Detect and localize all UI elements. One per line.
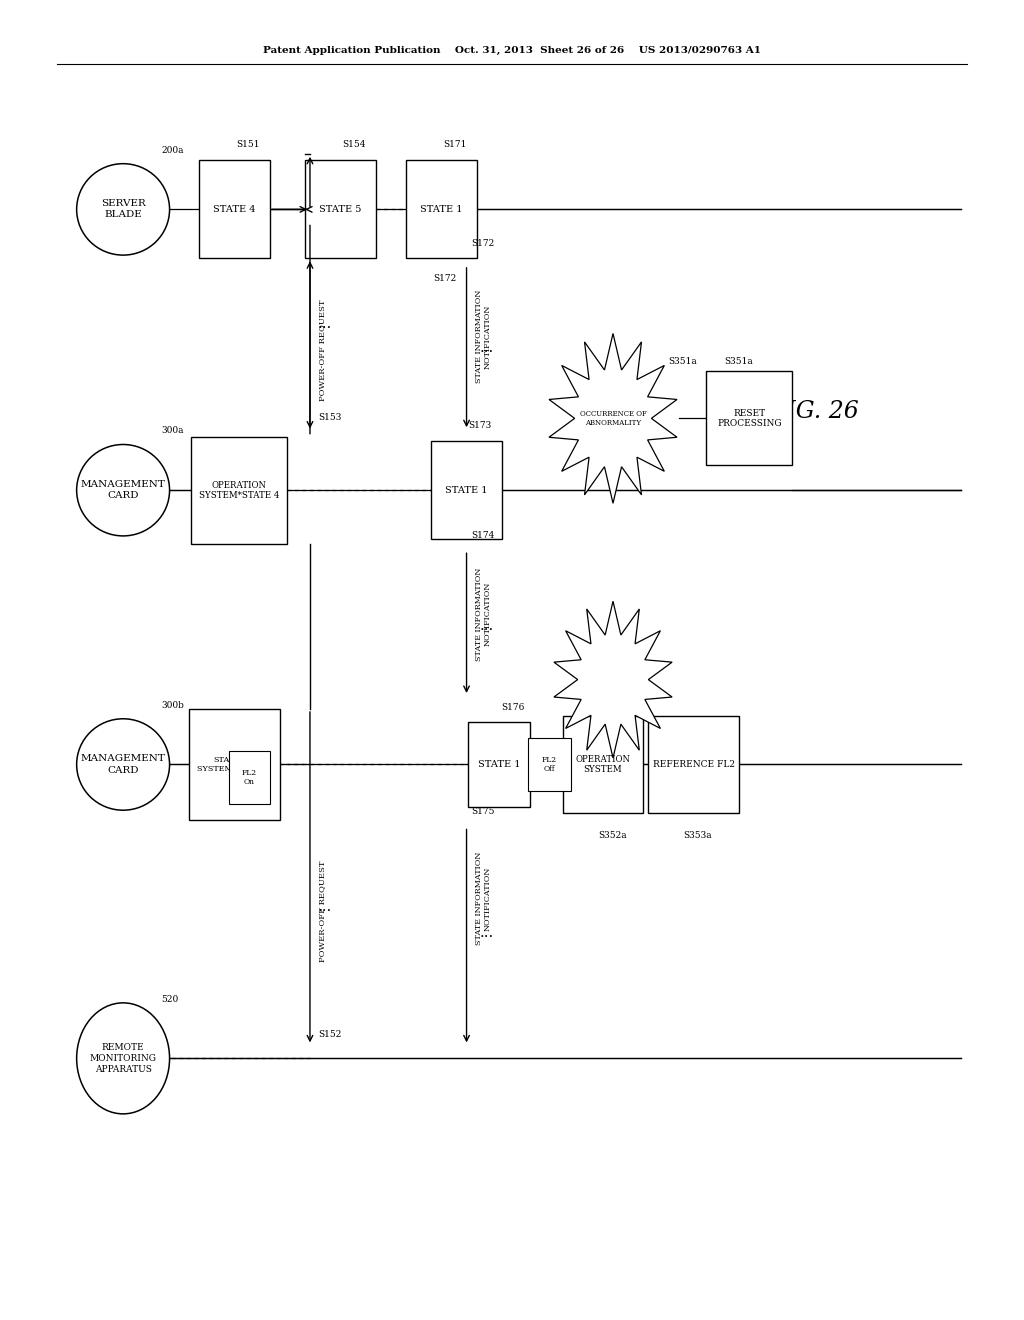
- Polygon shape: [549, 334, 677, 503]
- Text: MANAGEMENT
CARD: MANAGEMENT CARD: [81, 755, 166, 775]
- Text: REMOTE
MONITORING
APPARATUS: REMOTE MONITORING APPARATUS: [90, 1043, 157, 1074]
- Ellipse shape: [77, 719, 170, 810]
- Text: ...: ...: [318, 899, 332, 913]
- Text: 200a: 200a: [162, 145, 184, 154]
- Text: S172: S172: [433, 275, 457, 282]
- Text: ...: ...: [479, 925, 494, 940]
- Text: STATE 1: STATE 1: [445, 486, 487, 495]
- FancyBboxPatch shape: [229, 751, 269, 804]
- Text: STATE 1: STATE 1: [420, 205, 463, 214]
- Text: S154: S154: [342, 140, 366, 149]
- Text: S176: S176: [501, 704, 524, 713]
- Text: FL2
On: FL2 On: [242, 770, 257, 787]
- Text: SERVER
BLADE: SERVER BLADE: [100, 199, 145, 219]
- Text: S151: S151: [237, 140, 260, 149]
- Text: S351a: S351a: [669, 358, 697, 366]
- Text: STATE INFORMATION
NOTIFICATION: STATE INFORMATION NOTIFICATION: [475, 290, 492, 383]
- Text: FIG. 26: FIG. 26: [771, 400, 859, 424]
- FancyBboxPatch shape: [648, 715, 739, 813]
- FancyBboxPatch shape: [528, 738, 570, 791]
- Text: 520: 520: [162, 994, 179, 1003]
- Text: STANDBY
SYSTEM*STATE 4: STANDBY SYSTEM*STATE 4: [197, 756, 271, 774]
- FancyBboxPatch shape: [562, 715, 643, 813]
- Text: ...: ...: [479, 619, 494, 634]
- Text: OCCURRENCE OF
ABNORMALITY: OCCURRENCE OF ABNORMALITY: [580, 409, 646, 426]
- FancyBboxPatch shape: [199, 161, 269, 259]
- FancyBboxPatch shape: [188, 709, 280, 820]
- FancyBboxPatch shape: [468, 722, 530, 807]
- Text: S352a: S352a: [598, 830, 627, 840]
- FancyBboxPatch shape: [305, 161, 376, 259]
- Text: STATE INFORMATION
NOTIFICATION: STATE INFORMATION NOTIFICATION: [475, 568, 492, 661]
- Text: 300b: 300b: [162, 701, 184, 710]
- Text: S171: S171: [443, 140, 467, 149]
- Text: OPERATION
SYSTEM*STATE 4: OPERATION SYSTEM*STATE 4: [199, 480, 280, 500]
- Text: POWER-OFF REQUEST: POWER-OFF REQUEST: [318, 861, 326, 962]
- Text: OPERATION
SYSTEM: OPERATION SYSTEM: [575, 755, 631, 775]
- Text: S351a: S351a: [724, 358, 753, 366]
- Text: S175: S175: [472, 807, 495, 816]
- Text: STATE 4: STATE 4: [213, 205, 255, 214]
- Text: MANAGEMENT
CARD: MANAGEMENT CARD: [81, 480, 166, 500]
- Text: FL2
Off: FL2 Off: [542, 756, 557, 774]
- Polygon shape: [554, 601, 672, 758]
- Text: ...: ...: [318, 317, 332, 331]
- Ellipse shape: [77, 1003, 170, 1114]
- Text: STATE 1: STATE 1: [477, 760, 520, 770]
- Text: Patent Application Publication    Oct. 31, 2013  Sheet 26 of 26    US 2013/02907: Patent Application Publication Oct. 31, …: [263, 45, 761, 54]
- Text: STATE 5: STATE 5: [319, 205, 361, 214]
- Text: S174: S174: [472, 531, 495, 540]
- Text: S152: S152: [318, 1030, 341, 1039]
- Text: S173: S173: [469, 421, 492, 430]
- FancyBboxPatch shape: [191, 437, 288, 544]
- Text: S172: S172: [472, 239, 495, 248]
- Ellipse shape: [77, 164, 170, 255]
- Text: S353a: S353a: [684, 830, 713, 840]
- FancyBboxPatch shape: [406, 161, 476, 259]
- Text: S153: S153: [318, 413, 341, 422]
- FancyBboxPatch shape: [431, 441, 502, 539]
- Text: REFERENCE FL2: REFERENCE FL2: [653, 760, 735, 770]
- Text: STATE INFORMATION
NOTIFICATION: STATE INFORMATION NOTIFICATION: [475, 851, 492, 945]
- Text: 300a: 300a: [162, 426, 184, 436]
- FancyBboxPatch shape: [707, 371, 793, 466]
- Text: POWER-OFF REQUEST: POWER-OFF REQUEST: [318, 300, 326, 400]
- Ellipse shape: [77, 445, 170, 536]
- Text: RESET
PROCESSING: RESET PROCESSING: [717, 409, 781, 428]
- Text: ...: ...: [479, 341, 494, 355]
